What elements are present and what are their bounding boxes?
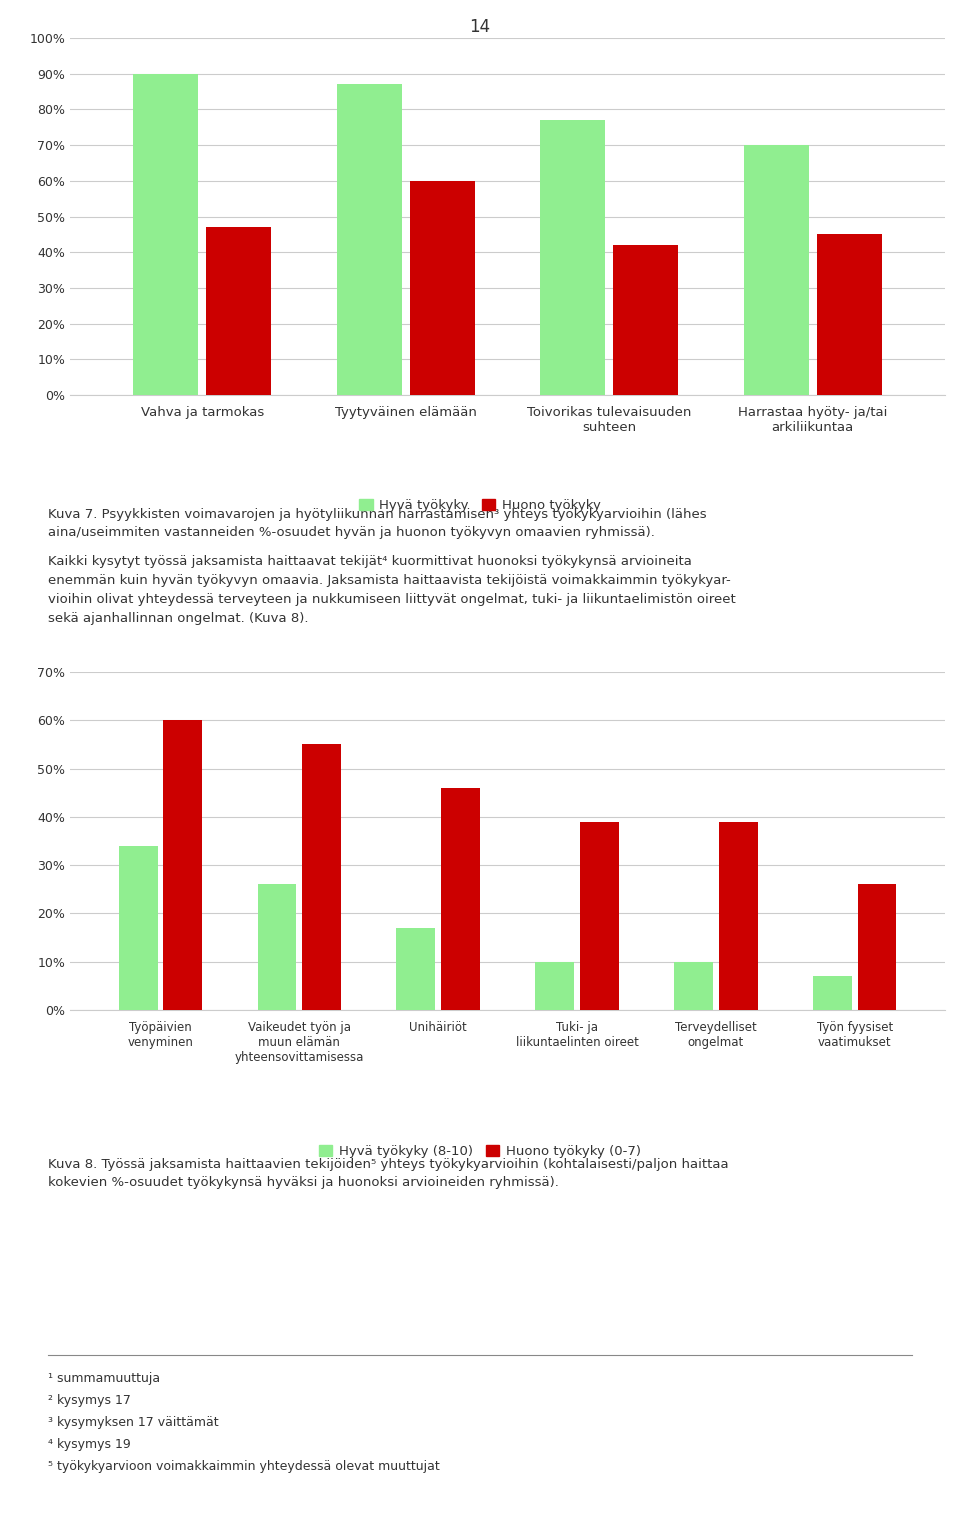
Text: kokevien %-osuudet työkykynsä hyväksi ja huonoksi arvioineiden ryhmissä).: kokevien %-osuudet työkykynsä hyväksi ja… — [48, 1176, 559, 1190]
Bar — [674, 962, 713, 1011]
Bar — [163, 720, 202, 1011]
Bar — [540, 121, 605, 394]
Bar — [817, 234, 882, 394]
Text: ³ kysymyksen 17 väittämät: ³ kysymyksen 17 väittämät — [48, 1416, 219, 1430]
Text: Kuva 7. Psyykkisten voimavarojen ja hyötyliikunnan harrastamisen³ yhteys työkyky: Kuva 7. Psyykkisten voimavarojen ja hyöt… — [48, 508, 707, 521]
Bar — [719, 821, 757, 1011]
Bar — [441, 787, 480, 1011]
Text: aina/useimmiten vastanneiden %-osuudet hyvän ja huonon työkyvyn omaavien ryhmiss: aina/useimmiten vastanneiden %-osuudet h… — [48, 526, 655, 540]
Bar — [813, 976, 852, 1011]
Text: Kaikki kysytyt työssä jaksamista haittaavat tekijät⁴ kuormittivat huonoksi työky: Kaikki kysytyt työssä jaksamista haittaa… — [48, 555, 692, 567]
Bar — [337, 84, 401, 394]
Text: sekä ajanhallinnan ongelmat. (Kuva 8).: sekä ajanhallinnan ongelmat. (Kuva 8). — [48, 612, 308, 625]
Bar — [410, 180, 475, 394]
Bar — [133, 73, 198, 394]
Bar — [206, 228, 272, 394]
Legend: Hyvä työkyky, Huono työkyky: Hyvä työkyky, Huono työkyky — [354, 494, 606, 517]
Text: ² kysymys 17: ² kysymys 17 — [48, 1394, 131, 1407]
Bar — [857, 884, 897, 1011]
Bar — [302, 745, 341, 1011]
Text: vioihin olivat yhteydessä terveyteen ja nukkumiseen liittyvät ongelmat, tuki- ja: vioihin olivat yhteydessä terveyteen ja … — [48, 593, 735, 605]
Bar — [119, 846, 157, 1011]
Legend: Hyvä työkyky (8-10), Huono työkyky (0-7): Hyvä työkyky (8-10), Huono työkyky (0-7) — [314, 1139, 646, 1164]
Text: ⁵ työkykyarvioon voimakkaimmin yhteydessä olevat muuttujat: ⁵ työkykyarvioon voimakkaimmin yhteydess… — [48, 1460, 440, 1472]
Bar — [257, 884, 297, 1011]
Text: ⁴ kysymys 19: ⁴ kysymys 19 — [48, 1437, 131, 1451]
Bar — [613, 245, 679, 394]
Bar — [396, 928, 435, 1011]
Bar — [580, 821, 618, 1011]
Text: enemmän kuin hyvän työkyvyn omaavia. Jaksamista haittaavista tekijöistä voimakka: enemmän kuin hyvän työkyvyn omaavia. Jak… — [48, 573, 731, 587]
Text: Kuva 8. Työssä jaksamista haittaavien tekijöiden⁵ yhteys työkykyarvioihin (kohta: Kuva 8. Työssä jaksamista haittaavien te… — [48, 1157, 729, 1171]
Text: 14: 14 — [469, 18, 491, 37]
Text: ¹ summamuuttuja: ¹ summamuuttuja — [48, 1372, 160, 1385]
Bar — [744, 145, 808, 394]
Bar — [536, 962, 574, 1011]
